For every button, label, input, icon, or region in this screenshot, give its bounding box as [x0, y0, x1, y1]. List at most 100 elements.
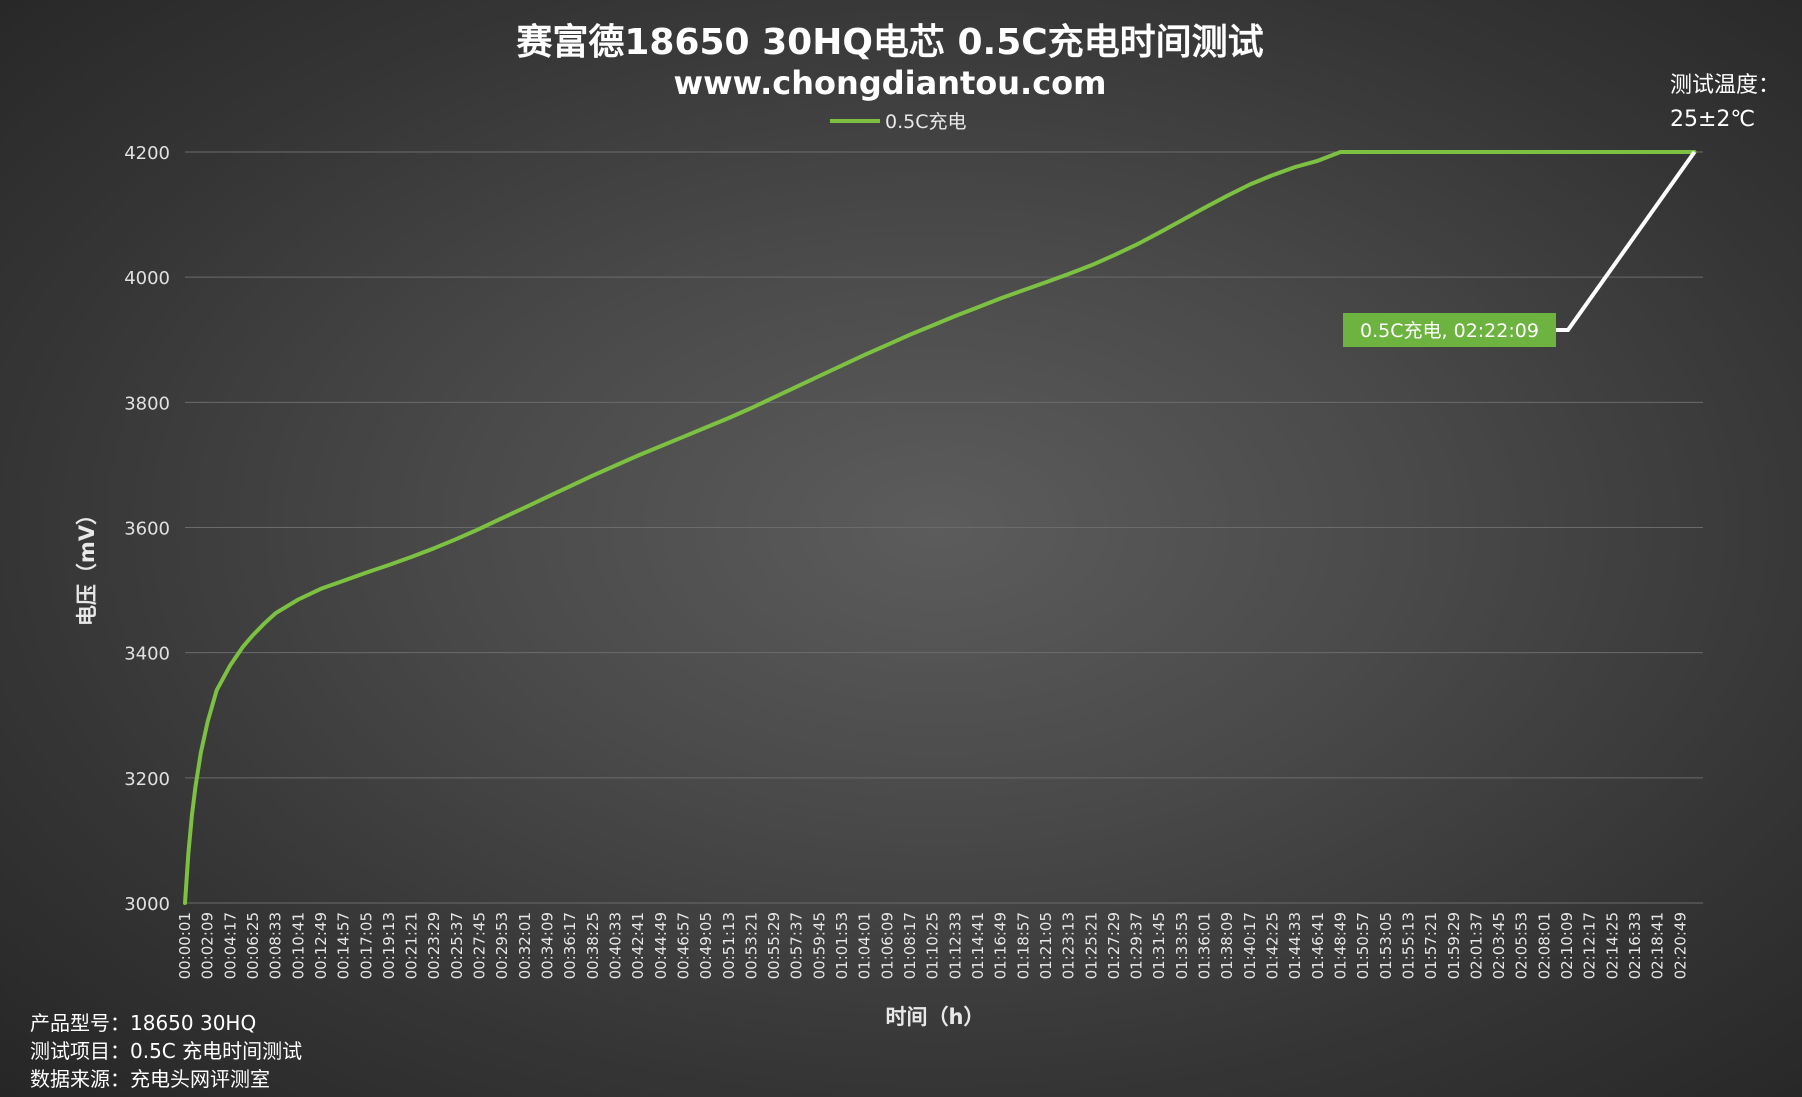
y-axis-label: 电压（mV） [75, 504, 99, 626]
chart-subtitle: www.chongdiantou.com [674, 64, 1107, 102]
x-tick-label: 00:04:17 [221, 912, 239, 979]
x-tick-label: 01:57:21 [1422, 912, 1440, 979]
x-tick-label: 00:57:37 [788, 912, 806, 979]
info-label-test: 测试项目： [30, 1039, 130, 1063]
x-tick-label: 01:06:09 [878, 912, 896, 979]
y-tick-label: 3800 [124, 393, 170, 414]
x-tick-label: 01:31:45 [1150, 912, 1168, 979]
info-value-test: 0.5C 充电时间测试 [130, 1039, 302, 1063]
info-value-model: 18650 30HQ [130, 1011, 256, 1035]
x-tick-label: 01:18:57 [1014, 912, 1032, 979]
y-tick-label: 4000 [124, 268, 170, 289]
x-tick-label: 02:14:25 [1603, 912, 1621, 979]
x-tick-label: 01:12:33 [946, 912, 964, 979]
info-value-source: 充电头网评测室 [130, 1067, 270, 1091]
x-tick-label: 01:10:25 [924, 912, 942, 979]
info-label-source: 数据来源： [30, 1067, 130, 1091]
chart-title: 赛富德18650 30HQ电芯 0.5C充电时间测试 [516, 21, 1263, 63]
x-tick-label: 00:36:17 [561, 912, 579, 979]
x-tick-label: 00:32:01 [516, 912, 534, 979]
x-tick-label: 01:27:29 [1105, 912, 1123, 979]
x-tick-label: 00:53:21 [742, 912, 760, 979]
grid [185, 151, 1703, 904]
x-tick-label: 01:46:41 [1309, 912, 1327, 979]
x-tick-label: 01:25:21 [1082, 912, 1100, 979]
annotation-label: 0.5C充电, 02:22:09 [1360, 320, 1539, 342]
info-row-test: 测试项目：0.5C 充电时间测试 [30, 1039, 302, 1063]
x-tick-label: 00:59:45 [810, 912, 828, 979]
x-tick-label: 01:29:37 [1128, 912, 1146, 979]
x-tick-label: 00:25:37 [448, 912, 466, 979]
annotation-leader-line [1556, 150, 1697, 332]
x-tick-label: 01:50:57 [1354, 912, 1372, 979]
x-tick-label: 00:06:25 [244, 912, 262, 979]
x-tick-label: 00:10:41 [289, 912, 307, 979]
x-tick-label: 00:17:05 [357, 912, 375, 979]
x-tick-label: 01:08:17 [901, 912, 919, 979]
x-tick-label: 00:14:57 [335, 912, 353, 979]
x-tick-label: 01:59:29 [1445, 912, 1463, 979]
info-block: 产品型号：18650 30HQ 测试项目：0.5C 充电时间测试 数据来源：充电… [30, 1011, 302, 1091]
x-tick-label: 02:16:33 [1626, 912, 1644, 979]
x-tick-label: 02:18:41 [1649, 912, 1667, 979]
legend: 0.5C充电 [830, 111, 966, 133]
series-layer [183, 150, 1697, 905]
x-tick-label: 01:42:25 [1264, 912, 1282, 979]
x-tick-label: 00:19:13 [380, 912, 398, 979]
info-row-model: 产品型号：18650 30HQ [30, 1011, 256, 1035]
x-tick-label: 00:27:45 [471, 912, 489, 979]
x-tick-label: 02:08:01 [1535, 912, 1553, 979]
x-tick-label: 02:10:09 [1558, 912, 1576, 979]
x-tick-label: 01:23:13 [1060, 912, 1078, 979]
x-tick-label: 02:01:37 [1467, 912, 1485, 979]
x-tick-label: 01:48:49 [1331, 912, 1349, 979]
x-tick-label: 00:55:29 [765, 912, 783, 979]
y-tick-label: 3200 [124, 769, 170, 790]
x-tick-label: 00:38:25 [584, 912, 602, 979]
x-tick-label: 01:36:01 [1196, 912, 1214, 979]
temperature-label: 测试温度： [1670, 73, 1780, 98]
x-tick-label: 00:29:53 [493, 912, 511, 979]
x-tick-label: 01:01:53 [833, 912, 851, 979]
x-tick-label: 01:44:33 [1286, 912, 1304, 979]
y-tick-label: 3000 [124, 894, 170, 915]
y-tick-label: 3600 [124, 519, 170, 540]
series-line-0 [183, 150, 1697, 905]
x-tick-label: 00:02:09 [199, 912, 217, 979]
x-tick-label: 01:04:01 [856, 912, 874, 979]
x-tick-label: 01:16:49 [992, 912, 1010, 979]
info-label-model: 产品型号： [30, 1011, 130, 1035]
x-tick-label: 02:05:53 [1513, 912, 1531, 979]
x-tick-label: 00:23:29 [425, 912, 443, 979]
x-tick-label: 02:20:49 [1671, 912, 1689, 979]
y-ticks: 3000 3200 3400 3600 3800 4000 4200 [124, 143, 170, 915]
x-axis-label: 时间（h） [886, 1005, 985, 1029]
x-tick-label: 01:38:09 [1218, 912, 1236, 979]
x-tick-label: 01:21:05 [1037, 912, 1055, 979]
y-tick-label: 4200 [124, 143, 170, 164]
x-tick-label: 00:40:33 [606, 912, 624, 979]
x-tick-label: 02:03:45 [1490, 912, 1508, 979]
x-tick-label: 00:21:21 [403, 912, 421, 979]
x-tick-label: 01:14:41 [969, 912, 987, 979]
x-ticks: 00:00:01 00:02:09 00:04:17 00:06:25 00:08:33… [176, 912, 1689, 979]
x-tick-label: 01:53:05 [1377, 912, 1395, 979]
annotation: 0.5C充电, 02:22:09 [1343, 150, 1697, 347]
y-tick-label: 3400 [124, 644, 170, 665]
x-tick-label: 00:51:13 [720, 912, 738, 979]
x-tick-label: 00:42:41 [629, 912, 647, 979]
x-tick-label: 02:12:17 [1581, 912, 1599, 979]
x-tick-label: 01:33:53 [1173, 912, 1191, 979]
x-tick-label: 00:49:05 [697, 912, 715, 979]
x-tick-label: 00:34:09 [539, 912, 557, 979]
x-tick-label: 01:40:17 [1241, 912, 1259, 979]
x-tick-label: 00:00:01 [176, 912, 194, 979]
x-tick-label: 00:12:49 [312, 912, 330, 979]
temperature-value: 25±2℃ [1670, 107, 1755, 132]
x-tick-label: 00:08:33 [267, 912, 285, 979]
legend-label: 0.5C充电 [885, 111, 966, 133]
x-tick-label: 00:46:57 [674, 912, 692, 979]
x-tick-label: 00:44:49 [652, 912, 670, 979]
info-row-source: 数据来源：充电头网评测室 [30, 1067, 270, 1091]
